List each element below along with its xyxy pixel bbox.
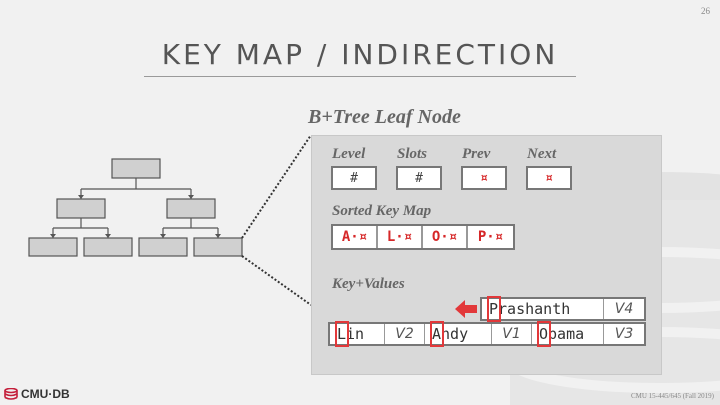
entry-key: Andy bbox=[425, 321, 492, 347]
tree-inner-node-right bbox=[166, 198, 216, 219]
entry-value: V1 bbox=[492, 324, 532, 344]
first-char-highlight bbox=[430, 321, 444, 347]
new-entry-value: V4 bbox=[614, 301, 634, 317]
first-char-highlight bbox=[537, 321, 551, 347]
sorted-key-map-label: Sorted Key Map bbox=[332, 203, 432, 219]
key-values-label: Key+Values bbox=[332, 276, 405, 292]
course-footer: CMU 15-445/645 (Fall 2019) bbox=[630, 392, 714, 400]
sorted-key-map: A·¤ L·¤ O·¤ P·¤ bbox=[331, 224, 515, 250]
slots-label: Slots bbox=[397, 146, 428, 162]
level-label: Level bbox=[332, 146, 366, 162]
key-map-entry: P·¤ bbox=[477, 229, 504, 245]
tree-edge-arrowheads bbox=[50, 195, 221, 238]
new-entry-key: Prashanth bbox=[482, 296, 604, 322]
cmu-db-logo: CMU·DB bbox=[4, 387, 70, 401]
next-label: Next bbox=[527, 146, 557, 162]
first-char-highlight bbox=[335, 321, 349, 347]
slide-title: KEY MAP / INDIRECTION bbox=[161, 38, 559, 71]
tree-edges bbox=[52, 178, 219, 238]
tree-leaf-node bbox=[28, 237, 78, 257]
tree-root-node bbox=[111, 158, 161, 179]
logo-text: CMU·DB bbox=[21, 387, 70, 401]
slots-field: # bbox=[396, 166, 442, 190]
key-values-row: Lin V2 Andy V1 Obama V3 bbox=[328, 321, 646, 347]
entry-key: Lin bbox=[330, 321, 385, 347]
insert-arrow-icon bbox=[455, 300, 477, 318]
entry-key-text: Lin bbox=[337, 325, 365, 343]
zoom-lines bbox=[241, 134, 312, 306]
tree-leaf-node-selected bbox=[193, 237, 243, 257]
next-pointer-field: ¤ bbox=[526, 166, 572, 190]
entry-key: Obama bbox=[532, 321, 604, 347]
key-map-entry: O·¤ bbox=[423, 226, 468, 248]
level-field: # bbox=[331, 166, 377, 190]
database-logo-icon bbox=[4, 388, 18, 400]
key-map-entry: A·¤ bbox=[333, 226, 378, 248]
entry-value: V3 bbox=[614, 326, 634, 342]
slide-number: 26 bbox=[701, 6, 710, 16]
leaf-node-title: B+Tree Leaf Node bbox=[308, 106, 461, 128]
entry-key-text: Andy bbox=[432, 325, 469, 343]
new-key-value-row: Prashanth V4 bbox=[480, 296, 646, 322]
new-entry-key-text: Prashanth bbox=[489, 300, 571, 318]
tree-inner-node-left bbox=[56, 198, 106, 219]
first-char-highlight bbox=[487, 296, 501, 322]
title-divider bbox=[144, 76, 576, 77]
tree-leaf-node bbox=[138, 237, 188, 257]
prev-label: Prev bbox=[462, 146, 491, 162]
tree-leaf-node bbox=[83, 237, 133, 257]
key-map-entry: L·¤ bbox=[378, 226, 423, 248]
entry-value: V2 bbox=[385, 324, 425, 344]
prev-pointer-field: ¤ bbox=[461, 166, 507, 190]
